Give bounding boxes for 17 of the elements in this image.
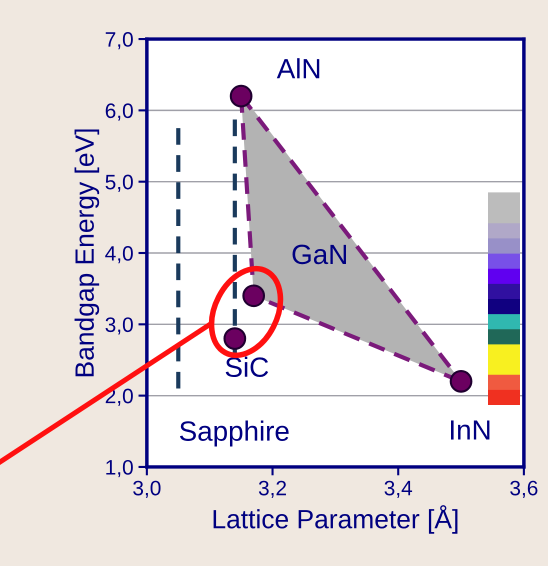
x-axis-title: Lattice Parameter [Å] bbox=[214, 505, 458, 534]
annotation: GaN bbox=[292, 244, 346, 264]
y-tick-label: 5,0 bbox=[106, 174, 133, 192]
x-tick-label: 3,0 bbox=[133, 480, 161, 498]
x-tick-label: 3,2 bbox=[258, 480, 286, 498]
annotation: AlN bbox=[276, 58, 320, 78]
annotation: SiC bbox=[226, 356, 268, 378]
y-tick-label: 3,0 bbox=[106, 317, 133, 335]
x-tick-label: 3,4 bbox=[384, 480, 412, 498]
annotation: Sapphire bbox=[180, 420, 289, 446]
y-tick-label: 4,0 bbox=[105, 246, 133, 264]
y-tick-label: 6,0 bbox=[106, 103, 133, 121]
y-tick-label: 7,0 bbox=[106, 32, 133, 50]
y-axis-title: Bandgap Energy [eV] bbox=[74, 129, 100, 376]
x-tick-label: 3,6 bbox=[510, 480, 538, 498]
annotation: InN bbox=[451, 420, 490, 440]
y-tick-label: 1,0 bbox=[106, 460, 133, 478]
